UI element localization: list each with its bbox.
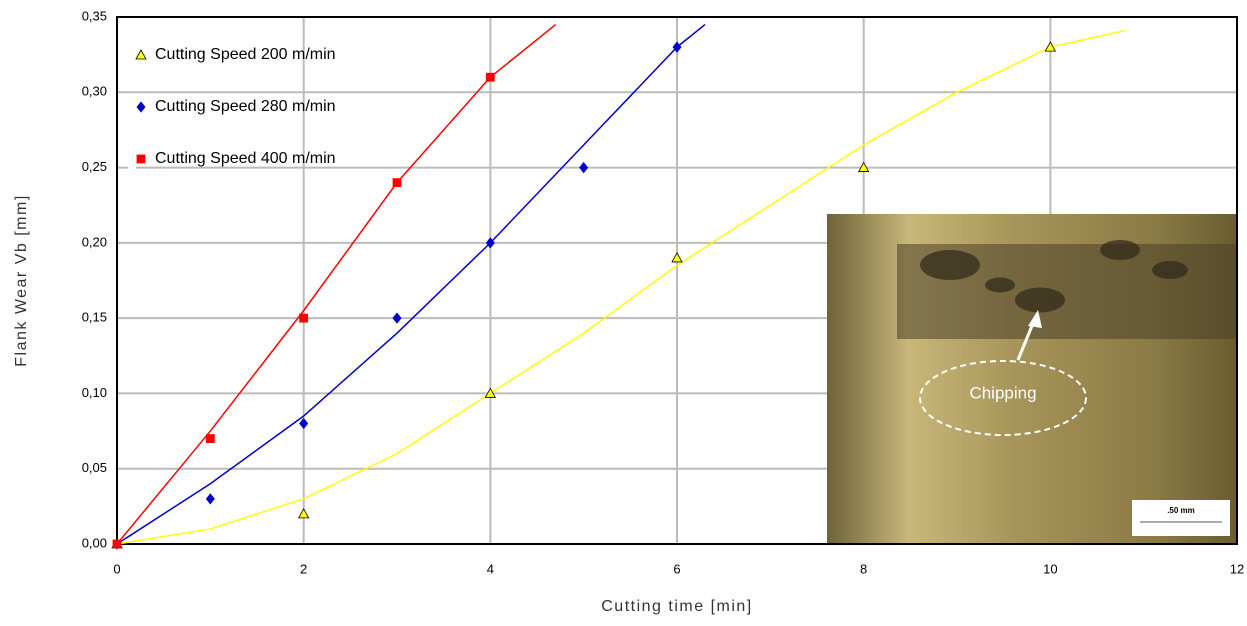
y-tick-label: 0,25 <box>82 159 107 174</box>
y-tick-label: 0,15 <box>82 310 107 325</box>
scale-label: .50 mm <box>1167 506 1195 515</box>
marker <box>1044 41 1057 52</box>
x-tick-label: 12 <box>1230 561 1244 576</box>
legend-swatch-bg <box>128 97 136 117</box>
x-axis-label: Cutting time [min] <box>601 598 752 615</box>
photo-blob <box>1100 240 1140 260</box>
trendline <box>116 29 1126 545</box>
y-tick-label: 0,10 <box>82 385 107 400</box>
y-tick-label: 0,20 <box>82 234 107 249</box>
trendline <box>116 23 557 545</box>
marker <box>671 252 683 263</box>
legend-swatch-bg <box>128 149 136 169</box>
marker <box>485 237 495 249</box>
marker <box>112 539 122 549</box>
photo-blob <box>1015 287 1065 313</box>
marker <box>299 417 309 430</box>
marker <box>857 161 870 172</box>
marker <box>392 178 402 188</box>
marker <box>205 493 215 505</box>
legend-label: Cutting Speed 200 m/min <box>155 46 336 63</box>
y-tick-label: 0,30 <box>82 84 107 99</box>
marker <box>299 313 309 323</box>
y-tick-label: 0,00 <box>82 535 107 550</box>
x-tick-label: 8 <box>860 561 867 576</box>
legend-label: Cutting Speed 280 m/min <box>155 98 336 115</box>
legend-label: Cutting Speed 400 m/min <box>155 150 336 167</box>
marker <box>484 387 497 398</box>
photo-blob <box>1152 261 1188 279</box>
plot-frame <box>116 16 1238 545</box>
x-tick-label: 4 <box>487 561 494 576</box>
annotation-arrowhead <box>1028 310 1042 328</box>
annotation-ellipse <box>919 360 1087 436</box>
marker <box>297 508 310 519</box>
marker <box>136 101 146 113</box>
marker <box>672 41 682 53</box>
x-tick-label: 0 <box>113 561 120 576</box>
y-tick-label: 0,35 <box>82 8 107 23</box>
y-axis-label: Flank Wear Vb [mm] <box>13 194 30 367</box>
legend-swatch-bg <box>128 45 136 65</box>
marker <box>579 161 589 174</box>
x-tick-label: 6 <box>673 561 680 576</box>
marker <box>485 72 495 82</box>
y-tick-label: 0,05 <box>82 460 107 475</box>
photo-blob <box>920 250 980 280</box>
x-tick-label: 2 <box>300 561 307 576</box>
annotation: Chipping <box>969 383 1036 402</box>
marker <box>135 49 147 60</box>
x-tick-label: 10 <box>1043 561 1057 576</box>
scale-box <box>1132 500 1230 536</box>
photo-blob <box>985 277 1015 293</box>
trendline <box>116 23 706 545</box>
marker <box>392 312 402 324</box>
marker <box>136 154 146 164</box>
marker <box>205 434 215 444</box>
